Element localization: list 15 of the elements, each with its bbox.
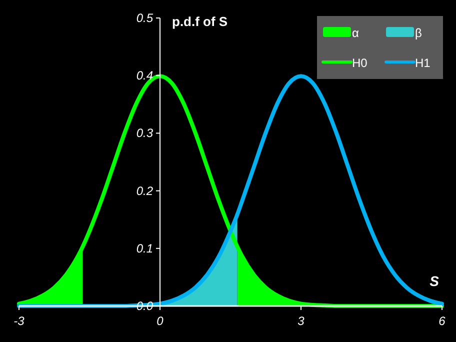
legend-label: α [352, 26, 359, 40]
y-tick-label: 0.3 [136, 126, 154, 140]
x-tick-label: 6 [438, 314, 446, 328]
x-tick-label: -3 [14, 314, 25, 328]
legend-label: H0 [352, 56, 368, 70]
legend-label: H1 [415, 56, 431, 70]
legend-label: β [415, 26, 422, 40]
y-tick-label: 0.2 [136, 184, 154, 198]
x-axis-title: S [430, 273, 440, 289]
x-tick-label: 3 [298, 314, 305, 328]
y-tick-label: 0.4 [136, 68, 154, 83]
y-axis-title: p.d.f of S [172, 14, 228, 29]
y-tick-label: 0.5 [136, 11, 154, 25]
y-tick-label: 0.1 [136, 241, 153, 256]
x-tick-label: 0 [156, 314, 164, 328]
